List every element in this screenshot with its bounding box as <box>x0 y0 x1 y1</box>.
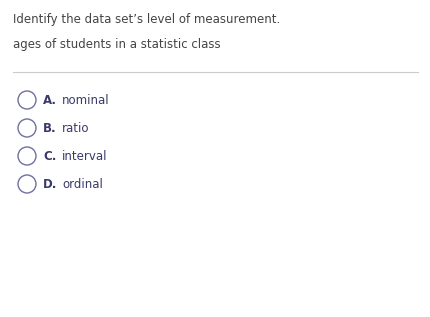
Text: B.: B. <box>43 121 56 134</box>
Text: A.: A. <box>43 94 57 107</box>
Text: ratio: ratio <box>62 121 89 134</box>
Text: C.: C. <box>43 150 56 163</box>
Text: nominal: nominal <box>62 94 109 107</box>
Text: Identify the data set’s level of measurement.: Identify the data set’s level of measure… <box>13 13 280 26</box>
Text: interval: interval <box>62 150 107 163</box>
Text: ordinal: ordinal <box>62 178 103 191</box>
Text: D.: D. <box>43 178 57 191</box>
Text: ages of students in a statistic class: ages of students in a statistic class <box>13 38 220 51</box>
